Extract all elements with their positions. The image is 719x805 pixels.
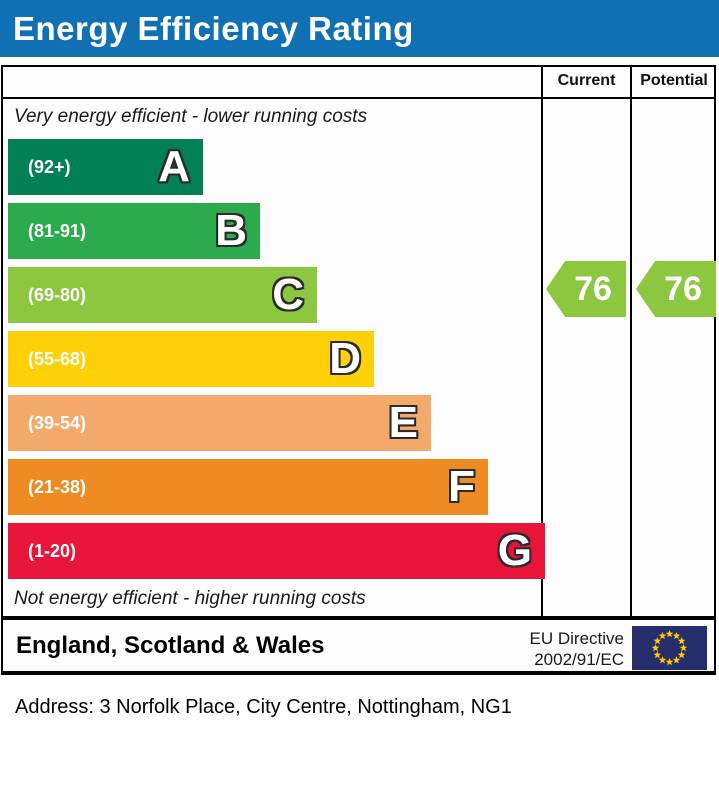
band-f-range: (21-38) bbox=[28, 476, 87, 497]
band-d-range: (55-68) bbox=[28, 348, 87, 369]
band-g-letter: G bbox=[497, 526, 532, 575]
band-b: (81-91) B bbox=[8, 203, 260, 259]
column-header-potential: Potential bbox=[640, 72, 708, 89]
current-rating-arrow: 76 bbox=[546, 261, 626, 317]
page-title: Energy Efficiency Rating bbox=[13, 9, 414, 47]
band-d: (55-68) D bbox=[8, 331, 374, 387]
band-c-range: (69-80) bbox=[28, 284, 87, 305]
chart-header: Energy Efficiency Rating bbox=[0, 0, 719, 57]
band-d-letter: D bbox=[329, 334, 361, 383]
eu-directive-text: EU Directive 2002/91/EC bbox=[530, 628, 624, 670]
eu-directive-line2: 2002/91/EC bbox=[534, 650, 624, 669]
band-b-range: (81-91) bbox=[28, 220, 87, 241]
band-f-letter: F bbox=[448, 462, 475, 511]
table-header-separator bbox=[1, 97, 716, 99]
column-header-current: Current bbox=[557, 72, 616, 89]
column-divider-current bbox=[541, 65, 543, 618]
eu-flag-icon bbox=[632, 626, 707, 670]
band-b-letter: B bbox=[215, 206, 247, 255]
eu-directive-line1: EU Directive bbox=[529, 629, 624, 648]
address-line: Address: 3 Norfolk Place, City Centre, N… bbox=[15, 696, 512, 718]
bottom-annotation: Not energy efficient - higher running co… bbox=[14, 588, 366, 609]
band-a-range: (92+) bbox=[28, 156, 71, 177]
chart-footer: England, Scotland & Wales EU Directive 2… bbox=[1, 618, 716, 675]
top-annotation: Very energy efficient - lower running co… bbox=[14, 106, 368, 127]
column-divider-potential bbox=[630, 65, 632, 618]
current-rating-value: 76 bbox=[574, 269, 612, 308]
region-label: England, Scotland & Wales bbox=[16, 631, 325, 659]
band-g: (1-20) G bbox=[8, 523, 545, 579]
band-f: (21-38) F bbox=[8, 459, 488, 515]
band-e-range: (39-54) bbox=[28, 412, 87, 433]
band-g-range: (1-20) bbox=[28, 540, 77, 561]
potential-rating-arrow: 76 bbox=[636, 261, 716, 317]
band-a: (92+) A bbox=[8, 139, 203, 195]
band-e: (39-54) E bbox=[8, 395, 431, 451]
band-c: (69-80) C bbox=[8, 267, 317, 323]
band-a-letter: A bbox=[158, 142, 190, 191]
potential-rating-value: 76 bbox=[664, 269, 702, 308]
band-e-letter: E bbox=[388, 398, 418, 447]
band-c-letter: C bbox=[272, 270, 304, 319]
